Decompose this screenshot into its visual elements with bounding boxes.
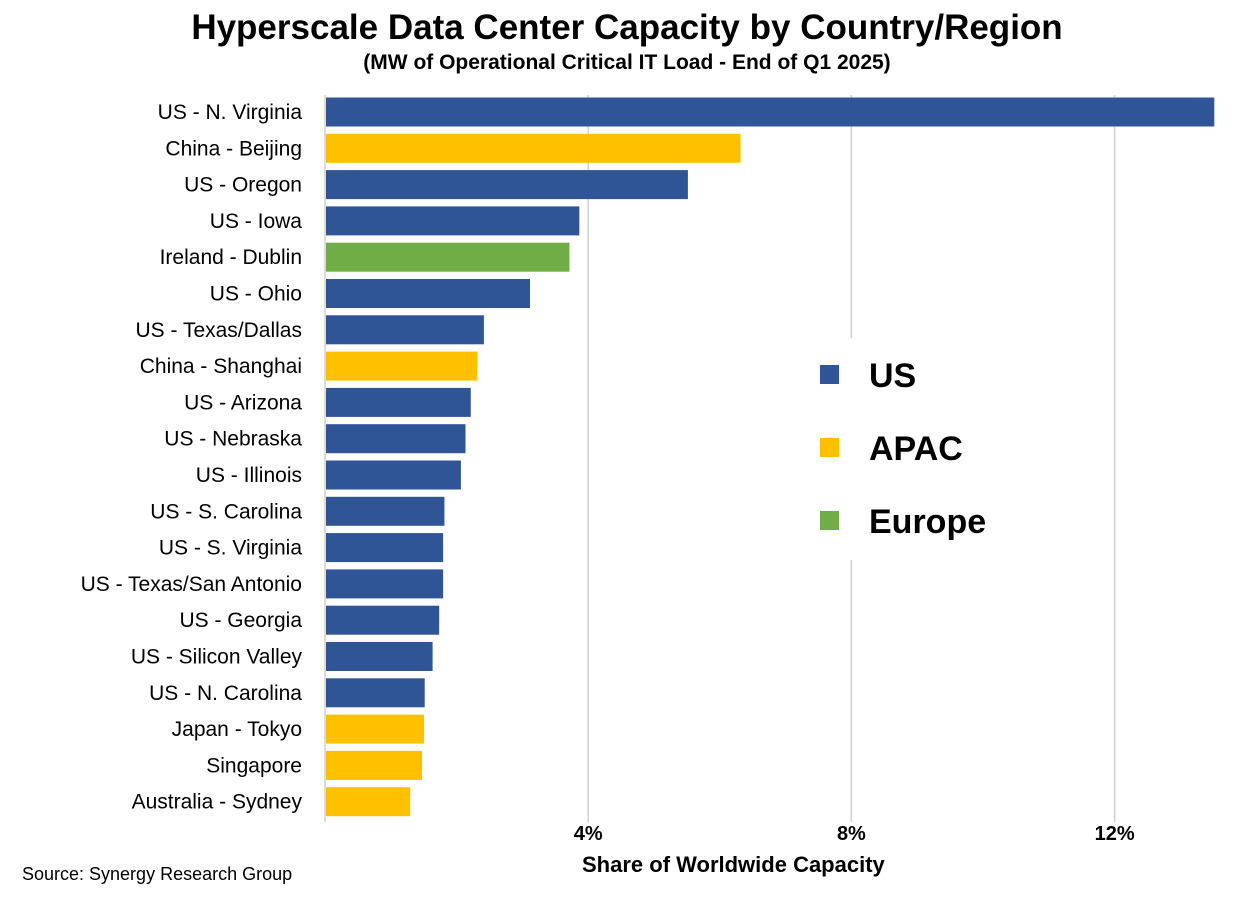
category-label: US - Illinois <box>196 464 302 487</box>
bar <box>326 496 445 526</box>
category-label: Japan - Tokyo <box>172 718 302 741</box>
bar <box>326 97 1215 127</box>
category-label: US - Iowa <box>210 210 303 233</box>
bar <box>326 133 741 163</box>
bar <box>326 642 433 671</box>
legend-swatch <box>820 438 839 457</box>
category-label: US - Georgia <box>179 609 302 632</box>
legend-label: US <box>869 357 916 395</box>
bar <box>326 170 688 200</box>
category-label: US - Nebraska <box>164 428 302 451</box>
category-label: US - Texas/San Antonio <box>81 573 302 596</box>
bar <box>326 533 444 563</box>
category-label: China - Beijing <box>165 137 302 160</box>
category-label: US - Ohio <box>210 283 302 306</box>
category-label: US - Silicon Valley <box>131 646 303 669</box>
x-tick-label: 4% <box>574 823 603 845</box>
bar <box>326 569 444 599</box>
x-axis-label: Share of Worldwide Capacity <box>582 852 885 877</box>
bar <box>326 714 425 744</box>
legend-swatch <box>820 511 839 530</box>
source-note: Source: Synergy Research Group <box>22 864 293 884</box>
bar <box>326 424 466 454</box>
bar <box>326 351 478 381</box>
category-label: China - Shanghai <box>140 355 302 378</box>
chart-subtitle: (MW of Operational Critical IT Load - En… <box>363 51 891 74</box>
bar <box>326 605 440 635</box>
category-label: Ireland - Dublin <box>160 246 302 269</box>
category-label: US - Arizona <box>184 391 302 414</box>
category-label: US - N. Virginia <box>158 101 303 124</box>
category-label: US - Oregon <box>184 174 302 197</box>
legend-swatch <box>820 365 839 384</box>
category-label: US - S. Carolina <box>150 500 302 523</box>
x-tick-label: 12% <box>1095 823 1135 845</box>
category-label: US - S. Virginia <box>159 537 302 560</box>
bar <box>326 206 580 236</box>
chart-title: Hyperscale Data Center Capacity by Count… <box>191 8 1063 47</box>
bar <box>326 242 570 272</box>
bar <box>326 787 411 817</box>
category-label: Singapore <box>206 754 302 777</box>
legend-label: APAC <box>869 430 963 468</box>
bar <box>326 387 471 417</box>
category-label: US - N. Carolina <box>149 682 302 705</box>
legend-label: Europe <box>869 503 986 541</box>
bar <box>326 750 423 780</box>
bar <box>326 460 461 490</box>
bar <box>326 678 425 708</box>
category-label: US - Texas/Dallas <box>135 319 302 342</box>
bar <box>326 279 530 308</box>
bar <box>326 315 484 345</box>
x-tick-label: 8% <box>837 823 866 845</box>
category-label: Australia - Sydney <box>132 791 303 814</box>
